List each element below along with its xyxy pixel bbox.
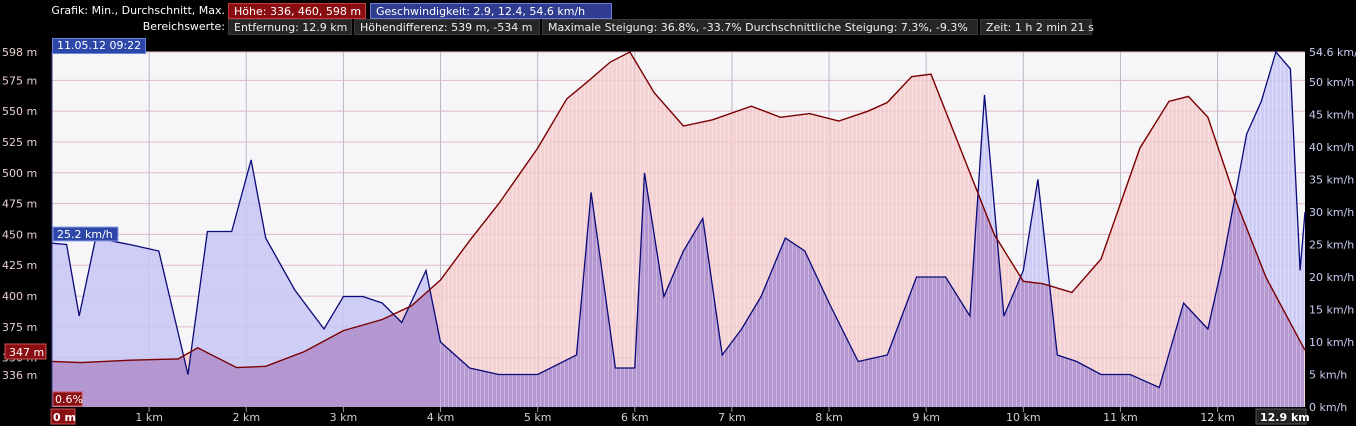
y-right-tick-label: 15 km/h (1309, 303, 1354, 316)
x-tick-label: 4 km (427, 411, 455, 424)
height-stats-badge[interactable]: Höhe: 336, 460, 598 m (228, 3, 366, 19)
y-right-tick-label: 50 km/h (1309, 76, 1354, 89)
x-tick-label: 10 km (1006, 411, 1041, 424)
header-row-2: Bereichswerte: Entfernung: 12.9 km Höhen… (0, 19, 1356, 35)
y-right-tick-label: 25 km/h (1309, 238, 1354, 251)
x-tick-label: 2 km (232, 411, 260, 424)
x-tick-label: 8 km (815, 411, 843, 424)
y-right-tick-label: 45 km/h (1309, 108, 1354, 121)
end-distance-tag: 12.9 km (1255, 408, 1310, 425)
y-left-tick-label: 375 m (2, 321, 37, 334)
y-left-tick-label: 575 m (2, 74, 37, 87)
speed-cursor-tag: 25.2 km/h (52, 226, 119, 242)
header-row-1: Grafik: Min., Durchschnitt, Max. Höhe: 3… (0, 3, 1356, 19)
x-tick-label: 12 km (1200, 411, 1235, 424)
speed-series-line (51, 50, 1306, 389)
time-value: Zeit: 1 h 2 min 21 s (980, 19, 1094, 35)
height-cursor-tag: 347 m (4, 343, 47, 360)
end-distance-label: 12.9 km (1260, 411, 1310, 424)
x-tick-label: 11 km (1103, 411, 1138, 424)
x-tick-label: 6 km (621, 411, 649, 424)
x-tick-label: 1 km (135, 411, 163, 424)
height-diff-value: Höhendifferenz: 539 m, -534 m (354, 19, 540, 35)
height-cursor-label: 347 m (9, 346, 44, 359)
overlap-area (52, 182, 1304, 407)
y-right-tick-label: 0 km/h (1309, 401, 1347, 414)
y-left-tick-label: 598 m (2, 46, 37, 59)
distance-value: Entfernung: 12.9 km (228, 19, 352, 35)
x-tick-label: 9 km (912, 411, 940, 424)
y-left-tick-label: 500 m (2, 167, 37, 180)
x-axis: 1 km 2 km 3 km 4 km 5 km 6 km 7 km 8 km 9 km 10 k… (135, 411, 1235, 424)
y-axis-right: 54.6 km/h 50 km/h 45 km/h 40 km/h 35 km/h 30 … (1309, 46, 1356, 414)
height-series-line (51, 51, 1306, 369)
y-right-tick-label: 20 km/h (1309, 271, 1354, 284)
y-left-tick-label: 525 m (2, 136, 37, 149)
header-label-range: Bereichswerte: (142, 20, 225, 33)
distance-cursor-label: 0 m (53, 411, 76, 424)
y-right-tick-label: 40 km/h (1309, 141, 1354, 154)
grade-cursor-tag: 0.6% (52, 391, 83, 407)
y-right-tick-label: 10 km/h (1309, 336, 1354, 349)
y-left-tick-label: 425 m (2, 259, 37, 272)
date-tag: 11.05.12 09:22 (52, 38, 147, 54)
y-left-tick-label: 400 m (2, 290, 37, 303)
x-tick-label: 5 km (524, 411, 552, 424)
y-right-tick-label: 5 km/h (1309, 368, 1347, 381)
y-right-tick-label: 35 km/h (1309, 173, 1354, 186)
header-label-graph: Grafik: Min., Durchschnitt, Max. (51, 4, 225, 17)
slope-value: Maximale Steigung: 36.8%, -33.7% Durchsc… (542, 19, 978, 35)
area-hatching (440, 52, 1306, 407)
speed-stats-badge[interactable]: Geschwindigkeit: 2.9, 12.4, 54.6 km/h (370, 3, 612, 19)
y-right-tick-label: 30 km/h (1309, 206, 1354, 219)
y-left-tick-label: 336 m (2, 369, 37, 382)
x-tick-label: 7 km (718, 411, 746, 424)
y-axis-left: 598 m 575 m 550 m 525 m 500 m 475 m 450 m 425 m… (2, 46, 37, 382)
x-tick-label: 3 km (330, 411, 358, 424)
y-left-tick-label: 450 m (2, 228, 37, 241)
y-left-tick-label: 550 m (2, 105, 37, 118)
grade-cursor-label: 0.6% (55, 393, 83, 406)
y-right-tick-label: 54.6 km/h (1309, 46, 1356, 59)
y-left-tick-label: 475 m (2, 198, 37, 211)
distance-cursor-tag: 0 m (50, 408, 76, 425)
speed-cursor-label: 25.2 km/h (57, 228, 113, 241)
